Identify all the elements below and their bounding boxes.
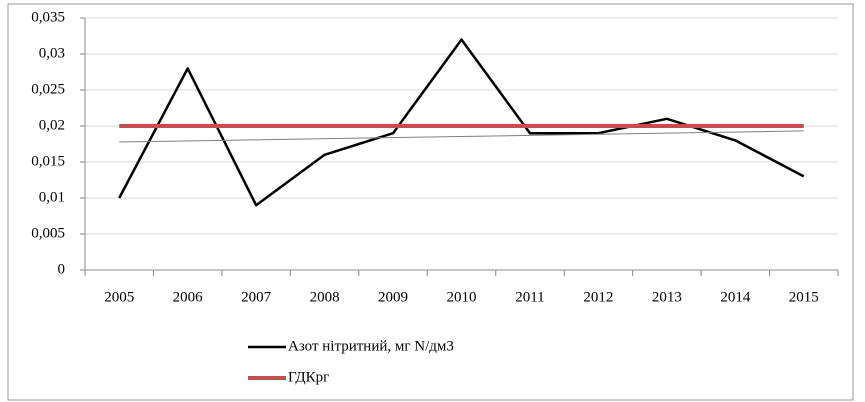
x-tick-label: 2009 [378,289,408,305]
x-tick-label: 2010 [447,289,477,305]
y-tick-label: 0,025 [31,81,65,97]
x-tick-label: 2013 [652,289,682,305]
x-tick-label: 2011 [515,289,544,305]
x-tick-label: 2008 [310,289,340,305]
legend-label: ГДКрг [288,369,329,385]
y-tick-label: 0,03 [39,45,65,61]
y-tick-label: 0,01 [39,189,65,205]
y-tick-label: 0,015 [31,153,65,169]
y-tick-label: 0 [58,261,66,277]
x-tick-label: 2006 [173,289,204,305]
x-tick-label: 2015 [789,289,819,305]
trendline [119,130,804,143]
y-tick-label: 0,02 [39,117,65,133]
legend-label: Азот нітритний, мг N/дм3 [288,338,454,354]
x-tick-label: 2012 [583,289,613,305]
y-tick-label: 0,005 [31,225,65,241]
y-tick-label: 0,035 [31,9,65,25]
x-tick-label: 2007 [241,289,272,305]
chart-frame [7,3,854,401]
x-tick-label: 2005 [104,289,134,305]
x-tick-label: 2014 [720,289,751,305]
